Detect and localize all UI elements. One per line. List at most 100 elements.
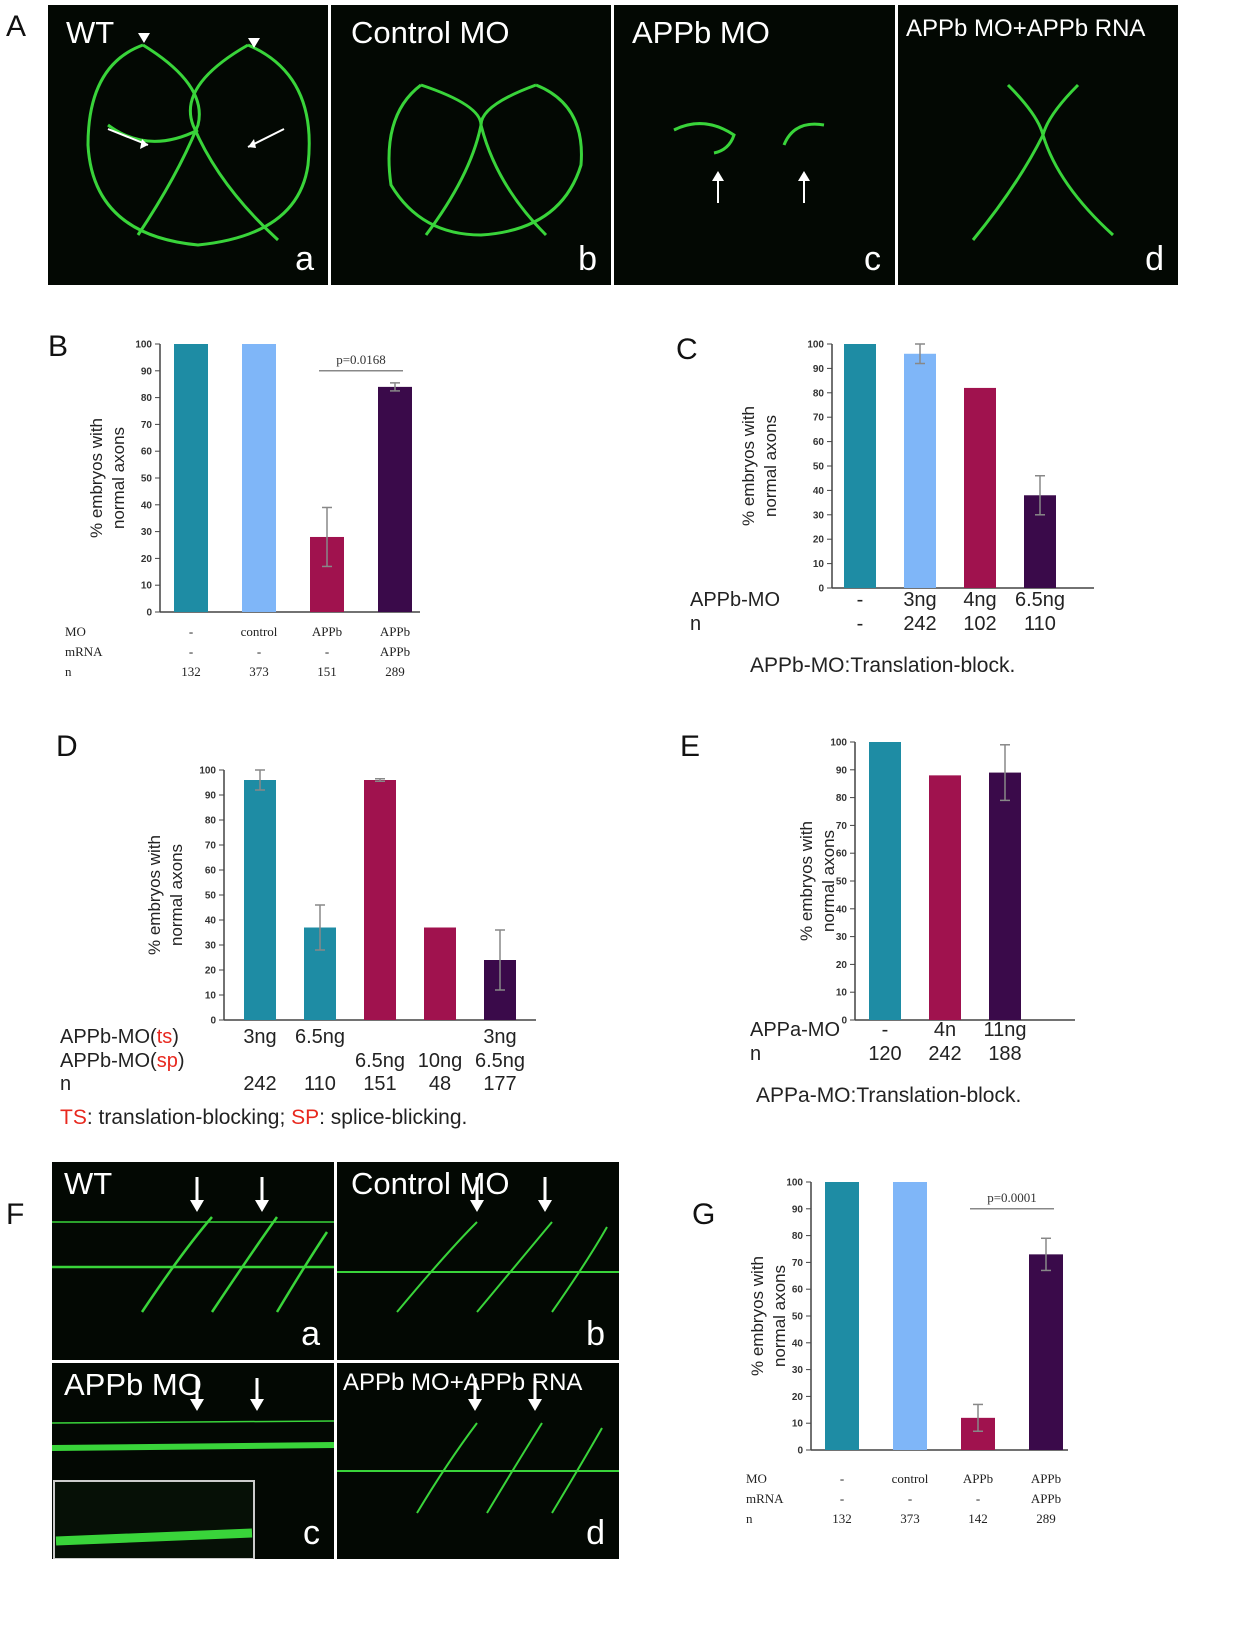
- row-cell: 6.5ng: [1015, 589, 1065, 611]
- row-cell: -: [976, 1491, 980, 1506]
- y-axis-label-line: normal axons: [819, 830, 838, 932]
- error-bar: [322, 506, 332, 568]
- y-tick-label: 0: [210, 1016, 216, 1027]
- micrograph-a-rescue: APPb MO+APPb RNA d: [898, 5, 1178, 285]
- row-cell: -: [189, 644, 193, 659]
- error-bar: [495, 929, 505, 991]
- legend-part: : translation-blocking;: [87, 1106, 291, 1129]
- y-tick-label: 0: [797, 1446, 803, 1457]
- y-axis-label: % embryos with normal axons: [739, 406, 780, 526]
- y-tick-label: 80: [141, 393, 153, 404]
- panel-letter-a: A: [6, 10, 27, 43]
- error-bar: [915, 343, 925, 365]
- row-label: n: [65, 664, 72, 679]
- row-label: n: [60, 1073, 71, 1095]
- row-cell: 188: [988, 1043, 1021, 1065]
- row-cell: -: [908, 1491, 912, 1506]
- y-tick-label: 70: [205, 841, 217, 852]
- y-axis-label-line: % embryos with: [87, 418, 106, 538]
- row-cell: 289: [385, 664, 405, 679]
- y-axis-label-line: % embryos with: [748, 1256, 767, 1376]
- y-tick-label: 60: [813, 437, 825, 448]
- bar: [929, 775, 961, 1020]
- y-tick-label: 20: [141, 554, 153, 565]
- micrograph-title: APPb MO: [64, 1367, 202, 1402]
- row-label: mRNA: [65, 644, 103, 659]
- y-tick-label: 20: [813, 535, 825, 546]
- bar: [242, 344, 276, 612]
- row-cell: 177: [483, 1073, 516, 1095]
- y-tick-label: 0: [841, 1016, 847, 1027]
- row-cell: -: [189, 624, 193, 639]
- y-tick-label: 80: [205, 816, 217, 827]
- axon-tracing-f-rescue: [337, 1378, 619, 1514]
- y-tick-label: 30: [792, 1365, 804, 1376]
- y-tick-label: 40: [205, 916, 217, 927]
- y-tick-label: 30: [141, 527, 153, 538]
- y-tick-label: 40: [813, 486, 825, 497]
- row-cell: 10ng: [418, 1050, 463, 1072]
- error-bar: [973, 1403, 983, 1432]
- error-bar: [1041, 1237, 1051, 1272]
- micrograph-f-rescue: APPb MO+APPb RNA d: [337, 1363, 619, 1559]
- row-cell: 3ng: [903, 589, 936, 611]
- bar: [174, 344, 208, 612]
- row-cell: 6.5ng: [295, 1026, 345, 1048]
- bar: [244, 780, 276, 1020]
- y-tick-label: 90: [792, 1204, 804, 1215]
- error-bar: [390, 382, 400, 392]
- y-tick-label: 30: [205, 941, 217, 952]
- y-tick-label: 50: [205, 891, 217, 902]
- y-tick-label: 10: [813, 559, 825, 570]
- micrograph-sublabel: c: [303, 1514, 320, 1552]
- y-axis-label-line: % embryos with: [739, 406, 758, 526]
- micrograph-title: Control MO: [351, 1166, 510, 1201]
- legend-part: SP: [291, 1106, 319, 1129]
- chart-b: 0 10 20 30 40 50 60 70 80 90 100 % embryos with norm…: [65, 330, 435, 700]
- row-cell: APPb: [312, 624, 342, 639]
- micrograph-f-control: Control MO b: [337, 1162, 619, 1360]
- micrograph-a-appb-mo: APPb MO c: [614, 5, 895, 285]
- row-cell: 151: [317, 664, 337, 679]
- y-tick-label: 70: [141, 420, 153, 431]
- axon-tracing-a-wt: [86, 33, 311, 247]
- error-bar: [315, 904, 325, 951]
- chart-c: 0 10 20 30 40 50 60 70 80 90 100 % embryos with norm…: [690, 330, 1110, 710]
- y-axis-label-line: % embryos with: [797, 821, 816, 941]
- row-cell: -: [840, 1471, 844, 1486]
- row-label: n: [750, 1043, 761, 1065]
- axon-tracing-a-appb-mo: [673, 122, 825, 203]
- row-label: MO: [65, 624, 86, 639]
- bar: [364, 780, 396, 1020]
- chart-svg: 0 10 20 30 40 50 60 70 80 90 100 % embryos with norm…: [750, 738, 1075, 1107]
- y-axis-label: % embryos with normal axons: [748, 1256, 789, 1376]
- y-tick-label: 90: [813, 364, 825, 375]
- row-cell: -: [857, 589, 864, 611]
- y-tick-label: 30: [813, 510, 825, 521]
- y-tick-label: 40: [792, 1338, 804, 1349]
- axon-tracing-a-control: [387, 83, 583, 237]
- row-cell: 48: [429, 1073, 451, 1095]
- y-tick-label: 10: [836, 988, 848, 999]
- micrograph-a-control: Control MO b: [331, 5, 611, 285]
- y-tick-label: 0: [818, 584, 824, 595]
- y-tick-label: 90: [836, 765, 848, 776]
- y-tick-label: 60: [205, 866, 217, 877]
- row-cell: -: [257, 644, 261, 659]
- micrograph-f-wt: WT a: [52, 1162, 334, 1360]
- micrograph-title: APPb MO+APPb RNA: [343, 1369, 583, 1396]
- y-tick-label: 10: [141, 581, 153, 592]
- micrograph-sublabel: b: [586, 1315, 605, 1353]
- row-cell: 151: [363, 1073, 396, 1095]
- bar: [1029, 1254, 1063, 1450]
- row-label: APPb-MO(sp): [60, 1050, 184, 1072]
- micrograph-sublabel: c: [864, 240, 881, 278]
- y-tick-label: 80: [836, 793, 848, 804]
- row-cell: 289: [1036, 1511, 1056, 1526]
- micrograph-title: WT: [66, 15, 115, 50]
- row-label: APPb-MO(ts): [60, 1026, 179, 1048]
- row-cell: 242: [928, 1043, 961, 1065]
- row-cell: -: [325, 644, 329, 659]
- row-label-close: ): [172, 1026, 179, 1048]
- micrograph-title: WT: [64, 1166, 113, 1201]
